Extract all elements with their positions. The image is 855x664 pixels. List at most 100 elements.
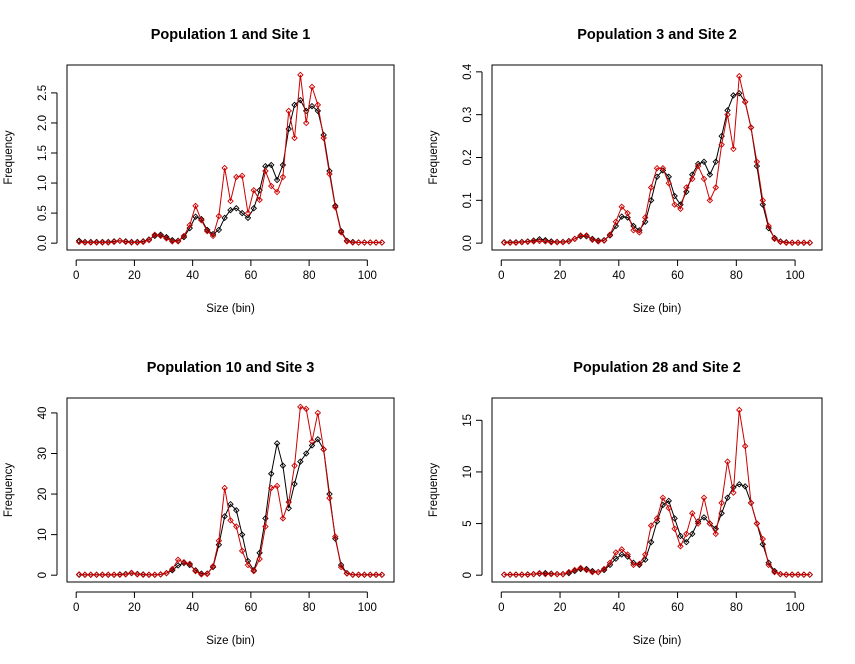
x-tick-label: 20	[554, 270, 567, 282]
data-point	[75, 238, 83, 246]
data-point	[753, 520, 761, 527]
data-point	[308, 442, 316, 449]
x-tick-label: 0	[73, 602, 79, 614]
data-point	[730, 145, 737, 153]
data-point	[355, 571, 362, 579]
data-point	[736, 72, 743, 80]
x-tick-label: 40	[186, 270, 199, 282]
data-point	[244, 209, 252, 217]
data-point	[677, 205, 684, 213]
data-point	[712, 158, 719, 166]
data-point	[524, 571, 531, 578]
data-point	[221, 214, 228, 222]
chart-title: Population 3 and Site 2	[577, 27, 737, 43]
data-point	[302, 119, 310, 127]
data-point	[262, 523, 269, 530]
data-point	[618, 213, 625, 220]
data-point	[583, 232, 590, 239]
data-point	[542, 569, 549, 577]
data-point	[145, 236, 153, 244]
data-point	[536, 236, 543, 243]
data-point	[81, 239, 89, 246]
y-tick-label: 0.5	[37, 205, 49, 221]
y-axis-label: Frequency	[428, 130, 440, 185]
data-point	[116, 571, 124, 579]
data-point	[134, 239, 141, 246]
data-point	[122, 238, 129, 246]
data-point	[110, 238, 118, 246]
data-point	[203, 226, 211, 234]
x-tick-label: 80	[730, 602, 743, 614]
x-tick-label: 20	[128, 270, 141, 282]
data-point	[694, 162, 702, 170]
data-point	[800, 571, 808, 578]
data-point	[209, 563, 217, 570]
data-point	[736, 406, 743, 414]
data-point	[250, 205, 258, 212]
data-point	[169, 238, 176, 245]
plot-frame	[66, 64, 395, 251]
y-tick-label: 0.2	[462, 150, 474, 166]
y-tick-label: 10	[37, 528, 49, 541]
data-point	[759, 197, 767, 204]
data-point	[326, 494, 333, 502]
data-point	[595, 238, 602, 245]
data-point	[788, 239, 796, 246]
data-point	[700, 158, 708, 166]
data-point	[506, 571, 514, 578]
data-point	[689, 509, 696, 517]
data-point	[606, 232, 614, 239]
data-point	[624, 214, 631, 221]
data-point	[783, 239, 790, 246]
x-axis-label: Size (bin)	[206, 303, 255, 315]
data-point	[653, 173, 661, 181]
data-point	[361, 239, 368, 246]
data-point	[198, 570, 205, 577]
data-point	[706, 520, 714, 527]
series-2	[75, 403, 386, 579]
data-point	[700, 494, 708, 501]
data-point	[653, 515, 661, 522]
data-point	[694, 520, 702, 527]
x-axis-label: Size (bin)	[633, 303, 682, 315]
data-point	[297, 403, 304, 411]
series-line	[79, 99, 382, 244]
data-point	[273, 188, 281, 196]
data-point	[642, 214, 649, 221]
y-tick-label: 2.0	[37, 115, 49, 131]
data-point	[244, 214, 252, 222]
data-point	[689, 175, 696, 183]
data-point	[302, 450, 310, 457]
data-point	[589, 568, 596, 576]
data-point	[788, 571, 796, 578]
data-point	[203, 570, 211, 578]
data-point	[553, 239, 561, 246]
x-axis: 0 20 40 60 80 100 Size (bin)	[73, 259, 377, 315]
data-point	[536, 237, 543, 245]
y-tick-label: 0	[462, 572, 474, 578]
data-point	[724, 458, 731, 465]
data-point	[198, 215, 205, 223]
data-point	[618, 203, 625, 210]
data-point	[542, 236, 549, 244]
data-point	[665, 179, 672, 187]
data-point	[151, 231, 159, 238]
series-1	[75, 436, 386, 579]
data-point	[297, 458, 304, 465]
series-1	[500, 481, 814, 578]
data-point	[547, 570, 555, 578]
data-point	[659, 164, 667, 172]
data-point	[600, 566, 608, 574]
chart-panel-2: Population 3 and Site 2 0 20 40 60 80 100 Size …	[428, 27, 823, 315]
data-point	[104, 571, 112, 579]
y-axis-label: Frequency	[3, 463, 15, 518]
data-point	[81, 571, 89, 579]
x-tick-label: 80	[730, 270, 743, 282]
data-point	[367, 571, 374, 579]
data-point	[512, 239, 520, 246]
data-point	[302, 405, 310, 413]
data-point	[777, 570, 784, 578]
data-point	[163, 233, 170, 241]
x-axis-label: Size (bin)	[206, 635, 255, 647]
